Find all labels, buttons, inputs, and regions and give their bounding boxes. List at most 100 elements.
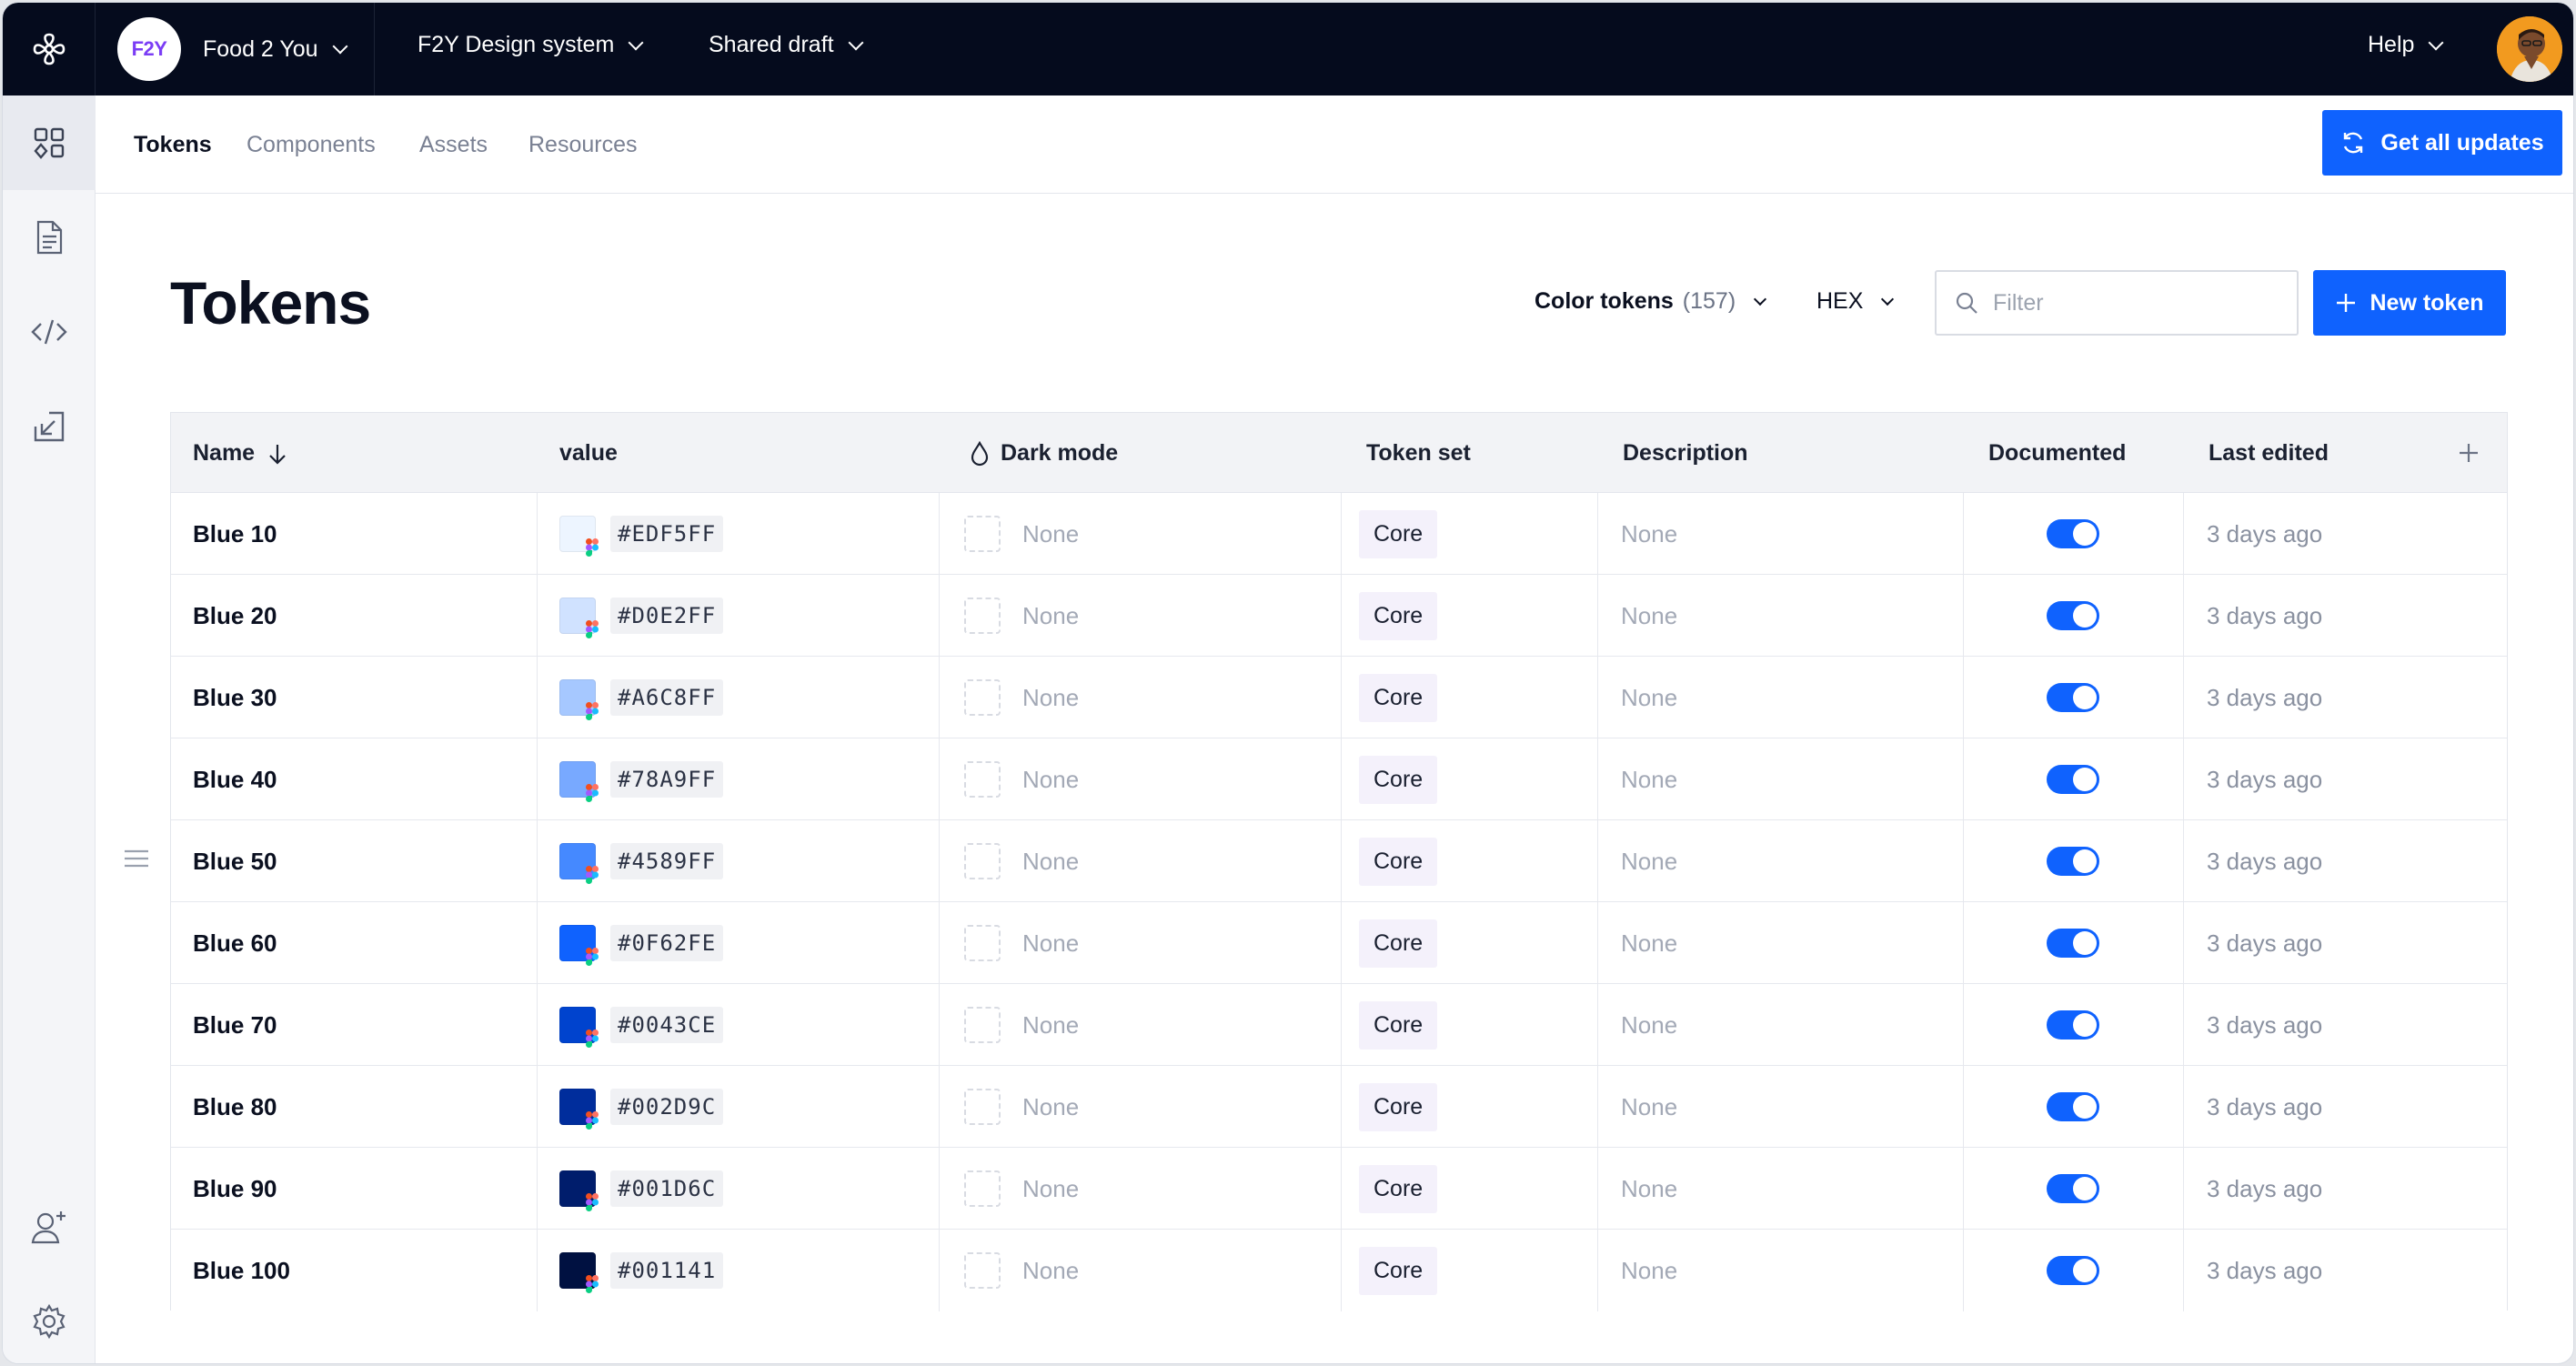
documented-toggle[interactable] xyxy=(2047,1256,2099,1285)
tab-resources[interactable]: Resources xyxy=(528,132,638,157)
token-set-badge[interactable]: Core xyxy=(1359,591,1438,640)
tab-components[interactable]: Components xyxy=(247,132,376,157)
token-value-cell: #0F62FE xyxy=(559,902,724,984)
tab-tokens[interactable]: Tokens xyxy=(134,132,212,157)
dark-mode-cell[interactable]: None xyxy=(964,1230,1079,1311)
dark-mode-cell[interactable]: None xyxy=(964,657,1079,738)
tab-assets[interactable]: Assets xyxy=(419,132,488,157)
table-row[interactable]: Blue 100 #001141 None Core None 3 days ago xyxy=(171,1230,2507,1311)
new-token-button[interactable]: New token xyxy=(2313,270,2506,336)
figma-icon xyxy=(586,702,599,720)
column-header-documented[interactable]: Documented xyxy=(1988,440,2127,466)
dark-mode-cell[interactable]: None xyxy=(964,984,1079,1066)
dark-mode-cell[interactable]: None xyxy=(964,902,1079,984)
draft-switcher[interactable]: Shared draft xyxy=(709,32,864,58)
last-edited-cell: 3 days ago xyxy=(2207,1230,2322,1311)
documented-cell xyxy=(2047,1066,2099,1148)
hex-value[interactable]: #4589FF xyxy=(610,843,724,879)
filter-field[interactable] xyxy=(1935,270,2299,336)
drag-handle-icon[interactable] xyxy=(123,849,150,869)
hex-value[interactable]: #001141 xyxy=(610,1252,724,1289)
dark-mode-cell[interactable]: None xyxy=(964,1066,1079,1148)
rail-item-settings[interactable] xyxy=(3,1274,96,1363)
token-set-badge[interactable]: Core xyxy=(1359,755,1438,804)
format-dropdown[interactable]: HEX xyxy=(1816,288,1895,315)
token-set-badge[interactable]: Core xyxy=(1359,837,1438,886)
rail-item-invite[interactable] xyxy=(3,1180,96,1274)
token-set-badge[interactable]: Core xyxy=(1359,1246,1438,1295)
figma-icon xyxy=(586,784,599,802)
description-cell[interactable]: None xyxy=(1621,1148,1677,1230)
table-row[interactable]: Blue 20 #D0E2FF None Core None 3 days ago xyxy=(171,575,2507,657)
hex-value[interactable]: #EDF5FF xyxy=(610,516,724,552)
hex-value[interactable]: #002D9C xyxy=(610,1089,724,1125)
description-cell[interactable]: None xyxy=(1621,984,1677,1066)
column-header-description[interactable]: Description xyxy=(1623,440,1748,466)
documented-toggle[interactable] xyxy=(2047,519,2099,548)
hex-value[interactable]: #D0E2FF xyxy=(610,598,724,634)
column-header-last-edited[interactable]: Last edited xyxy=(2209,440,2329,466)
table-row[interactable]: Blue 90 #001D6C None Core None 3 days ago xyxy=(171,1148,2507,1230)
token-set-badge[interactable]: Core xyxy=(1359,509,1438,558)
description-cell[interactable]: None xyxy=(1621,902,1677,984)
description-cell[interactable]: None xyxy=(1621,493,1677,575)
hex-value[interactable]: #0F62FE xyxy=(610,925,724,961)
last-edited-value: 3 days ago xyxy=(2207,683,2323,711)
filter-input[interactable] xyxy=(1993,289,2284,316)
table-row[interactable]: Blue 70 #0043CE None Core None 3 days ago xyxy=(171,984,2507,1066)
description-cell[interactable]: None xyxy=(1621,657,1677,738)
design-system-switcher[interactable]: F2Y Design system xyxy=(418,32,644,58)
documented-toggle[interactable] xyxy=(2047,1010,2099,1040)
token-set-cell: Core xyxy=(1359,738,1438,820)
rail-item-docs[interactable] xyxy=(3,190,96,285)
token-set-badge[interactable]: Core xyxy=(1359,673,1438,722)
description-cell[interactable]: None xyxy=(1621,1066,1677,1148)
hex-value[interactable]: #A6C8FF xyxy=(610,679,724,716)
token-set-badge[interactable]: Core xyxy=(1359,1164,1438,1213)
documented-toggle[interactable] xyxy=(2047,601,2099,630)
token-type-dropdown[interactable]: Color tokens (157) xyxy=(1535,288,1767,315)
table-row[interactable]: Blue 30 #A6C8FF None Core None 3 days ago xyxy=(171,657,2507,738)
table-row[interactable]: Blue 80 #002D9C None Core None 3 days ago xyxy=(171,1066,2507,1148)
column-header-name[interactable]: Name xyxy=(193,440,287,467)
documented-toggle[interactable] xyxy=(2047,1092,2099,1121)
dark-mode-cell[interactable]: None xyxy=(964,1148,1079,1230)
add-column-icon[interactable] xyxy=(2458,442,2480,464)
user-avatar[interactable] xyxy=(2497,16,2562,82)
documented-toggle[interactable] xyxy=(2047,683,2099,712)
dark-mode-cell[interactable]: None xyxy=(964,493,1079,575)
dark-mode-cell[interactable]: None xyxy=(964,820,1079,902)
app-logo[interactable] xyxy=(3,3,96,95)
documented-toggle[interactable] xyxy=(2047,929,2099,958)
hex-value[interactable]: #001D6C xyxy=(610,1170,724,1207)
dark-mode-cell[interactable]: None xyxy=(964,575,1079,657)
column-header-dark-mode[interactable]: Dark mode xyxy=(970,440,1118,467)
documented-toggle[interactable] xyxy=(2047,765,2099,794)
description-cell[interactable]: None xyxy=(1621,575,1677,657)
description-cell[interactable]: None xyxy=(1621,738,1677,820)
rail-item-import[interactable] xyxy=(3,379,96,474)
table-row[interactable]: Blue 40 #78A9FF None Core None 3 days ago xyxy=(171,738,2507,820)
rail-item-library[interactable] xyxy=(3,95,96,190)
add-user-icon xyxy=(31,1211,65,1244)
column-header-token-set[interactable]: Token set xyxy=(1366,440,1471,466)
hex-value[interactable]: #0043CE xyxy=(610,1007,724,1043)
column-header-value[interactable]: value xyxy=(559,440,618,466)
color-swatch xyxy=(559,843,599,884)
table-row[interactable]: Blue 50 #4589FF None Core None 3 days ago xyxy=(171,820,2507,902)
documented-toggle[interactable] xyxy=(2047,847,2099,876)
description-cell[interactable]: None xyxy=(1621,820,1677,902)
rail-item-code[interactable] xyxy=(3,285,96,379)
documented-toggle[interactable] xyxy=(2047,1174,2099,1203)
get-all-updates-button[interactable]: Get all updates xyxy=(2322,110,2562,176)
token-set-badge[interactable]: Core xyxy=(1359,1082,1438,1131)
hex-value[interactable]: #78A9FF xyxy=(610,761,724,798)
dark-mode-cell[interactable]: None xyxy=(964,738,1079,820)
table-row[interactable]: Blue 60 #0F62FE None Core None 3 days ago xyxy=(171,902,2507,984)
token-set-badge[interactable]: Core xyxy=(1359,919,1438,968)
token-set-badge[interactable]: Core xyxy=(1359,1000,1438,1050)
org-switcher[interactable]: F2Y Food 2 You xyxy=(117,17,348,81)
table-row[interactable]: Blue 10 #EDF5FF None Core None 3 days ago xyxy=(171,493,2507,575)
help-menu[interactable]: Help xyxy=(2368,32,2444,58)
description-cell[interactable]: None xyxy=(1621,1230,1677,1311)
